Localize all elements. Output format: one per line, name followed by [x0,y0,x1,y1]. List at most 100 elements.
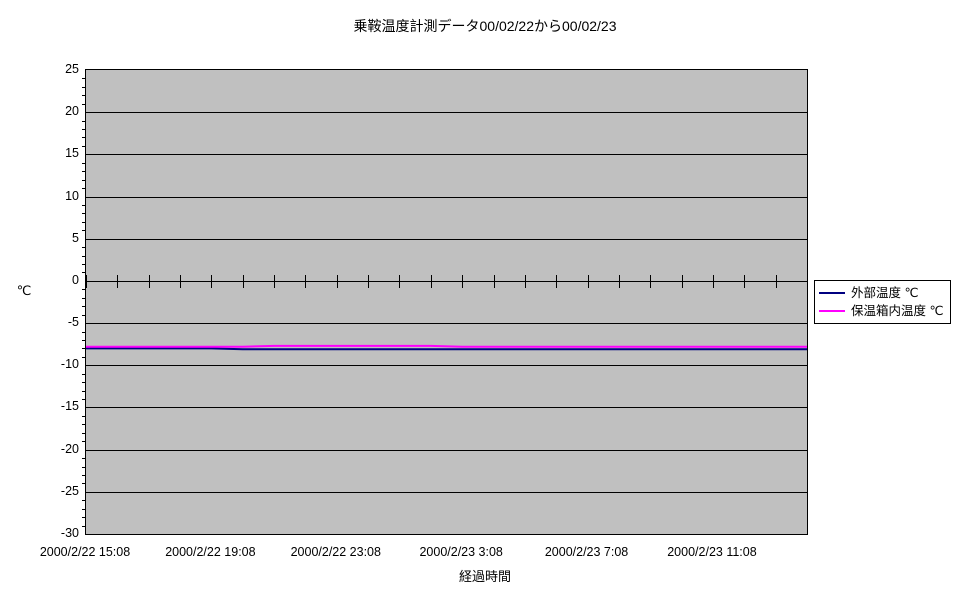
y-axis-minor-tick [82,264,86,265]
x-axis-tick [368,275,369,288]
gridline [86,197,807,198]
x-axis-tick [556,275,557,288]
y-axis-minor-tick [82,357,86,358]
y-axis-minor-tick [82,222,86,223]
y-axis-tick-labels: 25 20 15 10 5 0 -5 -10 -15 -20 -25 -30 [8,63,79,540]
plot-area [82,69,808,535]
x-axis-tick [86,275,87,288]
legend-label: 外部温度 ℃ [851,286,919,300]
y-axis-minor-tick [82,526,86,527]
y-axis-minor-tick [82,137,86,138]
y-axis-minor-tick [82,230,86,231]
y-axis-minor-tick [82,340,86,341]
x-axis-tick [462,275,463,288]
x-axis-tick [180,275,181,288]
x-axis-tick [337,275,338,288]
x-axis-tick [525,275,526,288]
y-axis-tick-label: 0 [72,273,79,287]
x-axis-tick [431,275,432,288]
y-axis-tick-label: 5 [72,231,79,245]
x-axis-tick [744,275,745,288]
legend-label: 保温箱内温度 ℃ [851,304,944,318]
gridline [86,365,807,366]
gridline [86,281,807,282]
y-axis-minor-tick [82,188,86,189]
x-axis-tick-label: 2000/2/22 23:08 [290,545,381,559]
y-axis-minor-tick [82,517,86,518]
y-axis-minor-tick [82,416,86,417]
gridline [86,323,807,324]
y-axis-minor-tick [82,104,86,105]
y-axis-minor-tick [82,163,86,164]
y-axis-minor-tick [82,146,86,147]
gridline [86,492,807,493]
y-axis-minor-tick [82,332,86,333]
y-axis-minor-tick [82,213,86,214]
x-axis-tick-label: 2000/2/22 19:08 [165,545,256,559]
x-axis-tick-label: 2000/2/23 7:08 [544,545,629,559]
y-axis-minor-tick [82,205,86,206]
legend: 外部温度 ℃ 保温箱内温度 ℃ [814,280,951,324]
x-axis-tick [494,275,495,288]
x-axis-tick [149,275,150,288]
y-axis-tick-label: 20 [65,104,79,118]
y-axis-minor-tick [82,424,86,425]
y-axis-minor-tick [82,78,86,79]
y-axis-minor-tick [82,298,86,299]
legend-swatch-icon [819,310,845,312]
y-axis-minor-tick [82,441,86,442]
y-axis-minor-tick [82,171,86,172]
y-axis-minor-tick [82,87,86,88]
y-axis-minor-tick [82,500,86,501]
chart-title: 乗鞍温度計測データ00/02/22から00/02/23 [353,18,617,34]
y-axis-tick-label: 25 [65,62,79,76]
x-axis-tick-labels: 2000/2/22 15:08 2000/2/22 19:08 2000/2/22 … [0,544,970,562]
y-axis-tick-label: -30 [60,526,79,540]
gridline [86,154,807,155]
x-axis-tick [274,275,275,288]
y-axis-minor-tick [82,483,86,484]
series-line [86,347,807,351]
x-axis-tick [713,275,714,288]
legend-item: 外部温度 ℃ [819,284,944,302]
series-lines [86,344,807,351]
x-axis-tick [619,275,620,288]
y-axis-tick-label: 10 [65,189,79,203]
y-axis-tick-label: -20 [60,442,79,456]
y-axis-minor-tick [82,129,86,130]
y-axis-minor-tick [82,306,86,307]
legend-item: 保温箱内温度 ℃ [819,302,944,320]
y-axis-minor-tick [82,289,86,290]
x-axis-tick-label: 2000/2/23 3:08 [419,545,503,559]
x-axis-tick [243,275,244,288]
gridline [86,407,807,408]
x-axis-tick [588,275,589,288]
y-axis-minor-tick [82,433,86,434]
x-axis-tick [682,275,683,288]
y-axis-minor-tick [82,509,86,510]
x-axis-tick [650,275,651,288]
x-axis-tick [399,275,400,288]
x-axis-tick [305,275,306,288]
y-axis-minor-tick [82,121,86,122]
gridline [86,450,807,451]
y-axis-tick-label: 15 [65,146,79,160]
y-axis-minor-tick [82,95,86,96]
y-axis-minor-tick [82,467,86,468]
gridline [86,112,807,113]
x-axis-tick [211,275,212,288]
y-axis-minor-tick [82,475,86,476]
x-axis-tick-label: 2000/2/23 11:08 [667,545,757,559]
y-axis-minor-tick [82,458,86,459]
y-axis-minor-tick [82,399,86,400]
y-axis-minor-tick [82,315,86,316]
y-axis-minor-tick [82,348,86,349]
x-axis-title: 経過時間 [458,569,511,584]
y-axis-minor-tick [82,247,86,248]
x-axis-tick [807,275,808,288]
y-axis-minor-tick [82,272,86,273]
gridline [86,239,807,240]
series-line [86,344,807,348]
y-axis-tick-label: -25 [60,484,79,498]
